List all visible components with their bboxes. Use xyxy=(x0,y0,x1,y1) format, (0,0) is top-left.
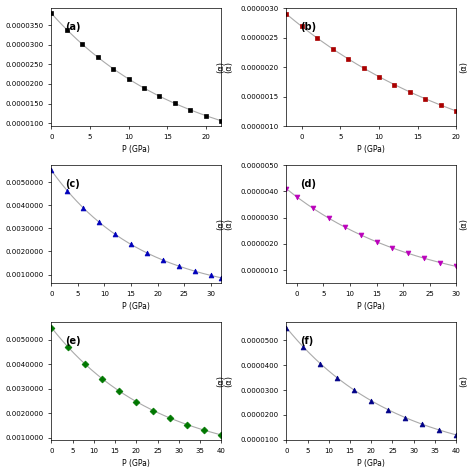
Text: (α): (α) xyxy=(225,375,234,387)
Text: (a): (a) xyxy=(65,22,81,32)
X-axis label: P (GPa): P (GPa) xyxy=(357,459,385,468)
Text: (α): (α) xyxy=(217,61,226,73)
Text: (d): (d) xyxy=(300,179,316,189)
Text: (α): (α) xyxy=(459,61,468,73)
Text: (α): (α) xyxy=(217,375,226,387)
Text: (α): (α) xyxy=(459,218,468,230)
Text: (b): (b) xyxy=(300,22,316,32)
Text: (α): (α) xyxy=(225,61,234,73)
Text: (c): (c) xyxy=(65,179,80,189)
Text: (f): (f) xyxy=(300,337,313,346)
X-axis label: P (GPa): P (GPa) xyxy=(122,302,150,311)
Text: (α): (α) xyxy=(225,218,234,230)
Text: (e): (e) xyxy=(65,337,81,346)
Text: (α): (α) xyxy=(217,218,226,230)
X-axis label: P (GPa): P (GPa) xyxy=(357,146,385,155)
X-axis label: P (GPa): P (GPa) xyxy=(122,146,150,155)
Text: (α): (α) xyxy=(459,375,468,387)
X-axis label: P (GPa): P (GPa) xyxy=(122,459,150,468)
X-axis label: P (GPa): P (GPa) xyxy=(357,302,385,311)
